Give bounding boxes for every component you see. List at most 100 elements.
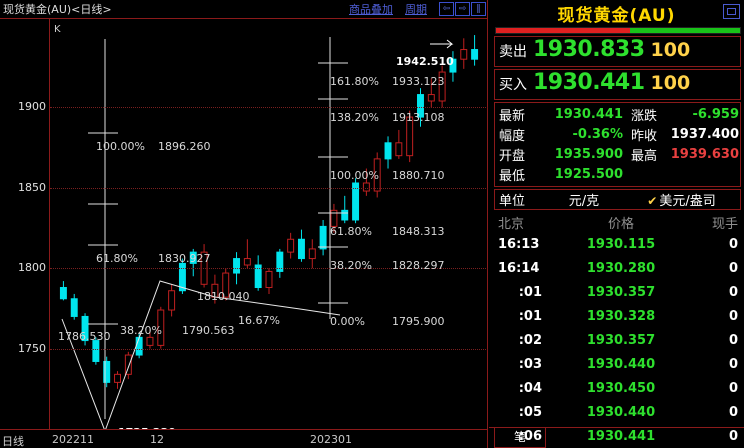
bid-label: 买入 [499, 77, 527, 93]
tick-price: 1930.328 [586, 308, 656, 324]
grid-line [50, 348, 488, 350]
candle-body [362, 182, 370, 192]
layout-icon[interactable]: ‖ [471, 2, 486, 16]
tick-volume: 0 [728, 308, 738, 324]
tick-price: 1930.440 [586, 356, 656, 372]
candle-body [243, 258, 251, 266]
fib-level-percent: 16.67% [238, 314, 280, 327]
unit-option-cny-gram[interactable]: 元/克 [568, 194, 600, 209]
fib-level-price: 1933.123 [392, 75, 445, 88]
tick-price: 1930.441 [586, 428, 656, 444]
period-link[interactable]: 周期 [405, 3, 427, 16]
x-axis-period-label: 日线 [2, 435, 24, 448]
tick-price: 1930.440 [586, 404, 656, 420]
tick-time: :03 [518, 356, 542, 372]
arrow-right-icon[interactable]: ⇨ [455, 2, 470, 16]
statistics-row: 开盘 1935.900 最高 1939.630 [495, 144, 740, 164]
x-axis-tick-label: 202211 [52, 433, 94, 446]
stat-value-2: 1939.630 [670, 146, 739, 162]
bid-price: 1930.441 [533, 70, 645, 95]
candle-body [222, 272, 230, 298]
tick-time: :04 [518, 380, 542, 396]
tick-row[interactable]: 16:13 1930.115 0 [498, 232, 738, 256]
tick-table-body[interactable]: 16:13 1930.115 0 16:14 1930.280 0:01 1930.357 0… [489, 232, 744, 448]
candle-body [178, 262, 186, 292]
chart-plot-area[interactable]: K 1900 1850 1800 1750 100.00% 1896.260 61.80%… [0, 19, 488, 429]
tick-time: :05 [518, 404, 542, 420]
candle-body [308, 248, 316, 260]
stat-value: 1935.900 [554, 146, 623, 162]
tick-col-volume: 现手 [711, 216, 738, 232]
candle-body [319, 225, 327, 250]
arrow-left-icon[interactable]: ⇦ [439, 2, 454, 16]
stat-value-2: -6.959 [692, 106, 739, 122]
candle-body [70, 298, 78, 317]
fib-level-price: 1830.927 [158, 252, 211, 265]
check-icon: ✔ [647, 194, 658, 208]
stat-label: 开盘 [499, 148, 526, 164]
ask-row[interactable]: 卖出 1930.833 100 [494, 36, 741, 67]
tick-volume: 0 [728, 404, 738, 420]
tick-volume: 0 [728, 284, 738, 300]
tick-row[interactable]: :02 1930.357 0 [498, 328, 738, 352]
tick-price: 1930.280 [586, 260, 656, 276]
tick-row[interactable]: :06 1930.441 0 [498, 424, 738, 448]
tick-col-time: 北京 [498, 216, 525, 232]
tick-time: :02 [518, 332, 542, 348]
candle-body [146, 336, 154, 346]
grid-line [50, 187, 488, 189]
y-axis-tick-label: 1900 [18, 100, 46, 114]
stat-value: 1930.441 [554, 106, 623, 122]
fib-level-percent: 38.20% [120, 324, 162, 337]
tick-price: 1930.115 [586, 236, 656, 252]
tick-row[interactable]: 16:14 1930.280 0 [498, 256, 738, 280]
stat-label-2: 最高 [631, 148, 658, 164]
fib-level-percent: 61.80% [330, 225, 372, 238]
candle-body [189, 251, 197, 264]
candle-body [460, 49, 468, 60]
fib-level-percent: 38.20% [330, 259, 372, 272]
k-chart-label: K [54, 24, 61, 35]
statistics-row: 最新 1930.441 涨跌 -6.959 [495, 104, 740, 124]
tick-row[interactable]: :01 1930.357 0 [498, 280, 738, 304]
candle-body [449, 58, 457, 73]
candle-body [124, 354, 132, 375]
candle-body [168, 290, 176, 311]
fib-level-price: 1942.510 [396, 55, 454, 68]
stat-value-2: 1937.400 [670, 126, 739, 142]
y-axis-line [49, 19, 50, 429]
tick-row[interactable]: :04 1930.450 0 [498, 376, 738, 400]
candle-body [157, 309, 165, 346]
buy-sell-ratio-bar [495, 27, 741, 34]
stat-label: 最新 [499, 108, 526, 124]
candle-body [276, 251, 284, 272]
chart-bottom-overlay-label: 1726.000 [108, 427, 161, 429]
candle-body [384, 142, 392, 160]
statistics-table: 最新 1930.441 涨跌 -6.959 幅度 -0.36% 昨收 1937.400 开盘 19… [494, 102, 741, 187]
statistics-row: 最低 1925.500 [495, 164, 740, 184]
commodity-overlay-link[interactable]: 商品叠加 [349, 3, 393, 16]
unit-option-usd-ounce-label: 美元/盎司 [659, 194, 716, 209]
tick-col-price: 价格 [607, 216, 634, 232]
candle-body [81, 315, 89, 342]
tick-row[interactable]: :03 1930.440 0 [498, 352, 738, 376]
tick-row[interactable]: :01 1930.328 0 [498, 304, 738, 328]
unit-option-usd-ounce[interactable]: ✔ 美元/盎司 [623, 190, 740, 209]
stat-value: 1925.500 [554, 166, 623, 182]
candle-body [233, 258, 241, 274]
maximize-icon[interactable] [723, 4, 740, 19]
trend-polyline [61, 280, 341, 429]
tab-tick-detail[interactable]: 笔 [494, 428, 546, 448]
ask-price: 1930.833 [533, 37, 645, 62]
candle-body [471, 49, 479, 60]
fib-level-percent: 100.00% [96, 140, 145, 153]
tick-volume: 0 [728, 428, 738, 444]
fib-level-price: 1880.710 [392, 169, 445, 182]
candle-body [341, 209, 349, 221]
tick-row[interactable]: :05 1930.440 0 [498, 400, 738, 424]
candle-body [103, 360, 111, 383]
bid-row[interactable]: 买入 1930.441 100 [494, 69, 741, 100]
fib-level-percent: 100.00% [330, 169, 379, 182]
fib-level-percent: 138.20% [330, 111, 379, 124]
tick-volume: 0 [728, 356, 738, 372]
